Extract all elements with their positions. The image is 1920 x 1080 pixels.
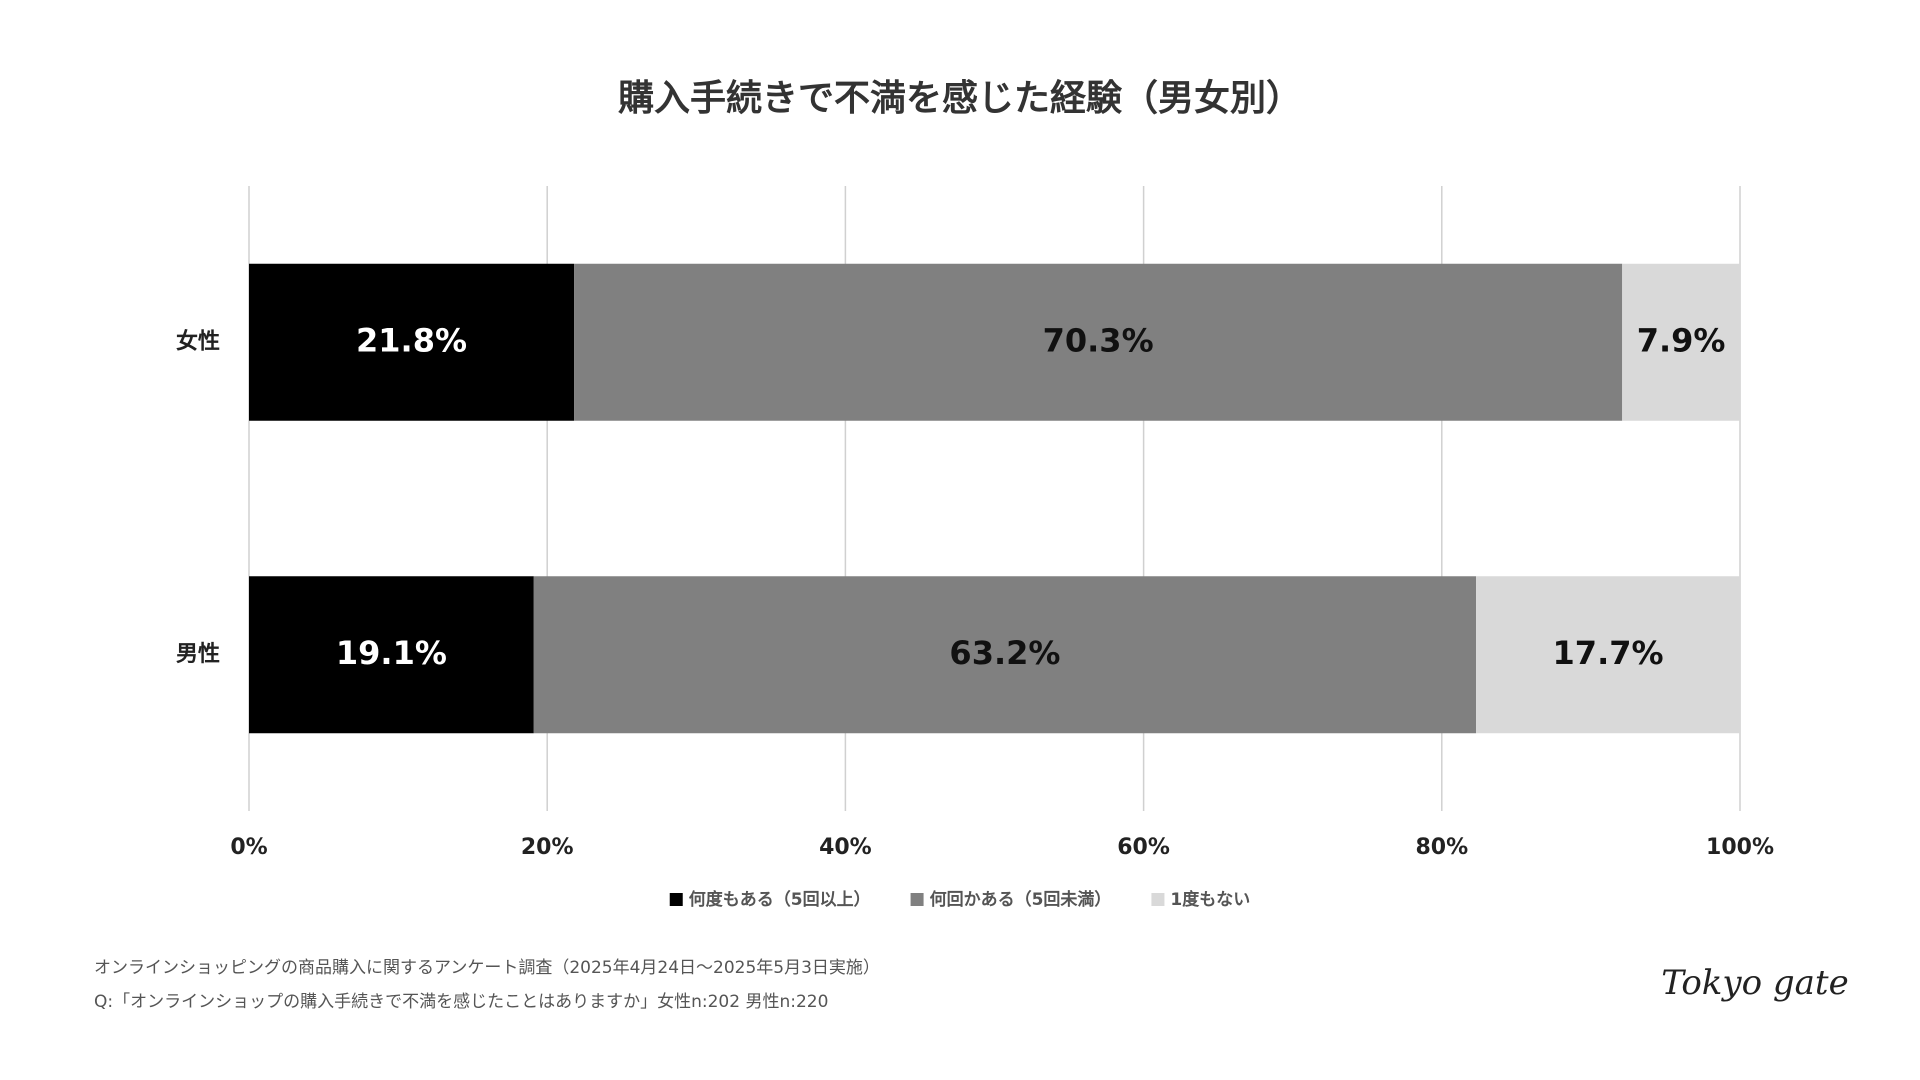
y-tick-label: 女性	[176, 328, 220, 354]
bar-segment	[1476, 576, 1740, 734]
bar-segment	[574, 263, 1623, 421]
legend-swatch	[669, 893, 683, 906]
value-label: 7.9%	[1637, 321, 1726, 359]
bar-segment	[249, 263, 575, 421]
bar-segment	[533, 576, 1477, 734]
value-label: 63.2%	[949, 634, 1060, 672]
bar-segment	[1622, 263, 1740, 421]
x-tick-label: 80%	[1415, 835, 1468, 860]
note: Q:「オンラインショップの購入手続きで不満を感じたことはありますか」女性n:20…	[94, 992, 828, 1012]
x-tick-label: 60%	[1117, 835, 1170, 860]
bar-segment	[249, 576, 534, 734]
value-label: 70.3%	[1043, 321, 1154, 359]
logo: Tokyo gate	[1661, 963, 1848, 1003]
y-tick-label: 男性	[176, 642, 220, 667]
chart-title: 購入手続きで不満を感じた経験（男女別）	[618, 78, 1302, 119]
x-tick-label: 20%	[521, 835, 574, 860]
legend-swatch	[910, 893, 924, 906]
legend-label: 何度もある（5回以上）	[689, 889, 871, 910]
value-label: 17.7%	[1553, 634, 1664, 672]
value-label: 21.8%	[356, 321, 467, 359]
legend-label: 何回かある（5回未満）	[930, 889, 1112, 910]
x-tick-label: 40%	[819, 835, 872, 860]
value-label: 19.1%	[336, 634, 447, 672]
note: オンラインショッピングの商品購入に関するアンケート調査（2025年4月24日〜2…	[94, 958, 880, 978]
legend-label: 1度もない	[1170, 889, 1250, 910]
x-tick-label: 100%	[1706, 835, 1774, 860]
x-tick-label: 0%	[230, 835, 267, 860]
legend-swatch	[1151, 893, 1165, 906]
